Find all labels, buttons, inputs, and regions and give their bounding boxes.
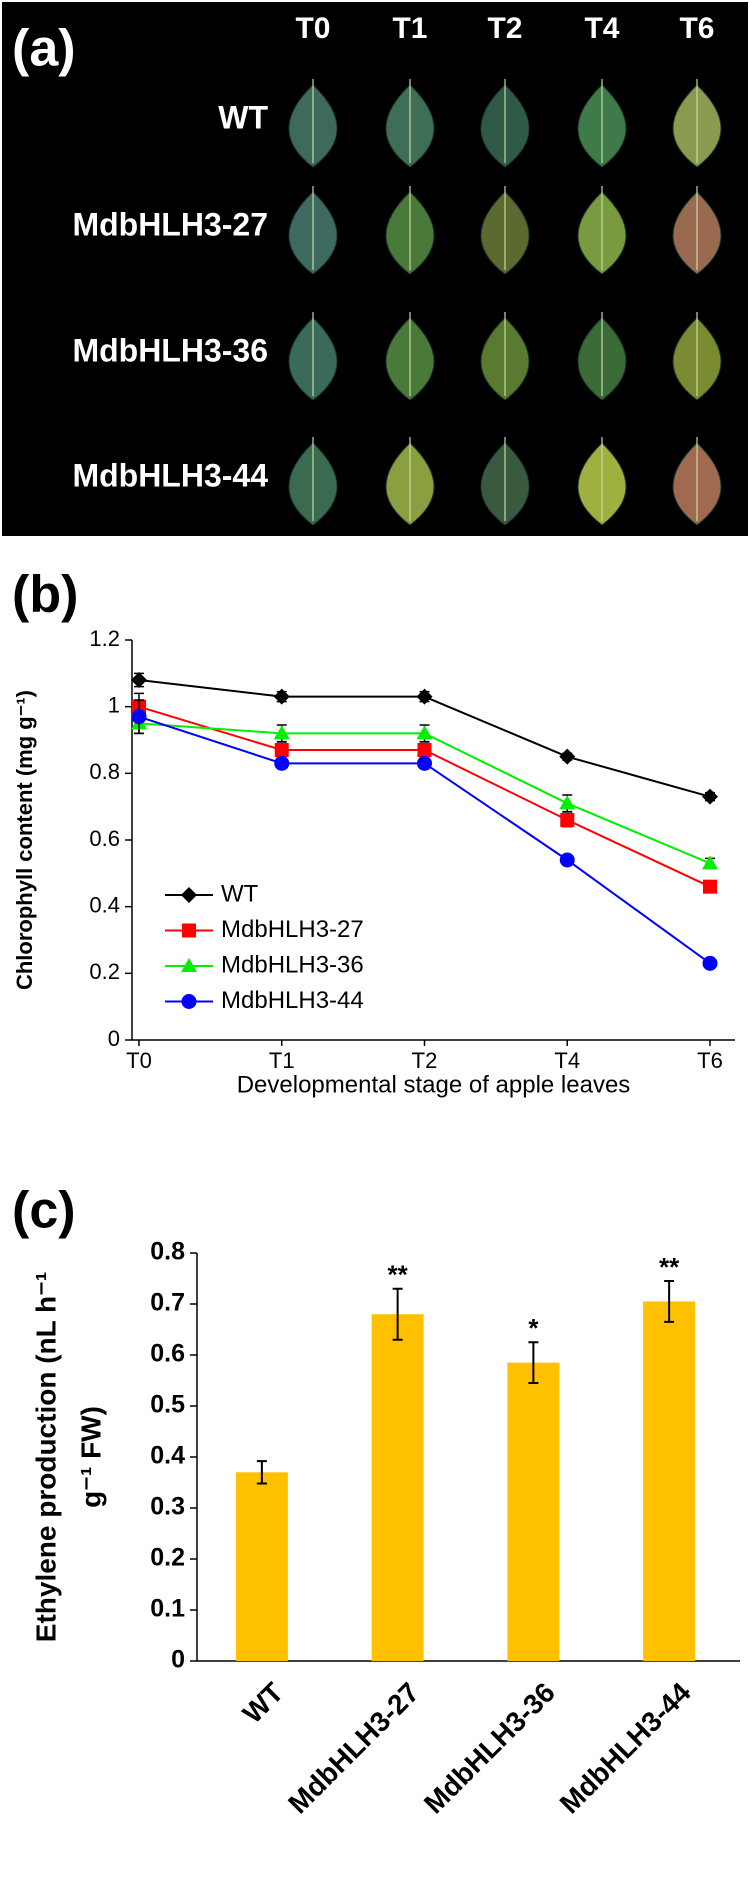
legend-label: MdbHLH3-27: [221, 916, 364, 943]
y-tick-label: 0.2: [150, 1544, 185, 1572]
y-tick-label: 0.4: [150, 1442, 185, 1470]
x-tick-label: T2: [412, 1048, 438, 1073]
y-axis-label: Chlorophyll content (mg g⁻¹): [12, 690, 37, 990]
error-bar: [256, 1460, 267, 1485]
significance-mark: **: [388, 1260, 409, 1290]
x-tick-label: MdbHLH3-36: [418, 1677, 561, 1820]
row-label: MdbHLH3-44: [72, 457, 268, 493]
marker: [131, 709, 147, 725]
row-label: MdbHLH3-36: [72, 332, 268, 368]
legend-label: MdbHLH3-36: [221, 951, 364, 978]
column-label: T6: [679, 12, 714, 45]
marker: [417, 743, 432, 757]
marker: [703, 879, 717, 894]
legend-label: WT: [221, 880, 259, 907]
x-tick-label: MdbHLH3-27: [282, 1677, 425, 1820]
marker: [560, 813, 575, 827]
y-tick-label: 0.8: [89, 759, 120, 784]
y-tick-label: 0.5: [150, 1391, 185, 1419]
legend-marker: [181, 958, 197, 972]
y-tick-label: 0.7: [150, 1289, 185, 1317]
y-tick-label: 0.4: [89, 892, 120, 917]
error-bar: [528, 1341, 539, 1385]
y-tick-label: 0.6: [150, 1340, 185, 1368]
y-tick-label: 1: [108, 692, 120, 717]
panel-label: (c): [12, 1182, 76, 1240]
significance-mark: *: [528, 1313, 539, 1343]
legend-label: MdbHLH3-44: [221, 987, 364, 1014]
x-tick-label: T1: [269, 1048, 295, 1073]
marker: [273, 725, 290, 740]
significance-mark: **: [659, 1252, 680, 1282]
x-tick-label: T4: [554, 1048, 580, 1073]
bar: [371, 1314, 424, 1661]
photo-background: [0, 0, 750, 538]
marker: [131, 672, 147, 688]
y-tick-label: 1.2: [89, 626, 120, 651]
x-tick-label: WT: [237, 1677, 290, 1730]
y-tick-label: 0: [108, 1026, 120, 1051]
y-tick-label: 0.1: [150, 1595, 185, 1623]
legend-marker: [182, 923, 196, 938]
column-label: T1: [392, 12, 427, 45]
y-tick-label: 0.8: [150, 1238, 185, 1266]
x-tick-label: T0: [126, 1048, 152, 1073]
y-tick-label: 0.2: [89, 959, 120, 984]
x-tick-label: T6: [697, 1048, 723, 1073]
marker: [274, 755, 290, 771]
marker: [559, 852, 575, 868]
marker: [274, 743, 289, 757]
legend-marker: [181, 994, 197, 1009]
marker: [416, 725, 433, 740]
marker: [702, 855, 718, 870]
column-label: T0: [295, 12, 330, 45]
error-bar: [664, 1280, 675, 1323]
marker: [273, 688, 290, 705]
panel-label: (a): [12, 20, 76, 78]
y-tick-label: 0.6: [89, 826, 120, 851]
y-axis-label: Ethylene production (nL h⁻¹: [30, 1272, 61, 1642]
x-tick-label: MdbHLH3-44: [554, 1676, 697, 1819]
row-label: MdbHLH3-27: [72, 206, 268, 242]
marker: [702, 788, 718, 805]
marker: [559, 795, 576, 810]
y-tick-label: 0.3: [150, 1493, 185, 1521]
y-axis-label: g⁻¹ FW): [75, 1406, 106, 1508]
column-label: T4: [584, 12, 619, 45]
marker: [702, 955, 718, 971]
legend-marker: [181, 887, 197, 903]
y-tick-label: 0: [171, 1646, 185, 1674]
marker: [416, 688, 433, 705]
bar: [507, 1362, 560, 1661]
column-label: T2: [487, 12, 522, 45]
error-bar: [392, 1287, 403, 1341]
row-label: WT: [218, 99, 268, 135]
marker: [417, 755, 432, 771]
bar: [643, 1301, 696, 1661]
bar: [235, 1472, 288, 1661]
marker: [559, 748, 576, 765]
x-axis-label: Developmental stage of apple leaves: [237, 1071, 631, 1098]
panel-label: (b): [12, 566, 78, 624]
